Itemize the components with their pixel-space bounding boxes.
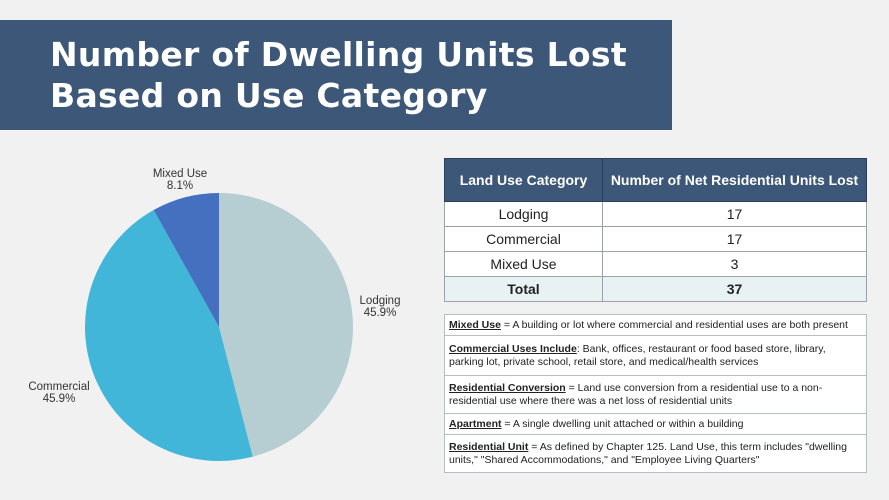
definition-row: Residential Conversion = Land use conver…	[444, 375, 867, 414]
definition-row: Apartment = A single dwelling unit attac…	[444, 413, 867, 435]
definition-row: Mixed Use = A building or lot where comm…	[444, 314, 867, 336]
definition-term: Apartment	[449, 417, 502, 430]
definition-text: = A single dwelling unit attached or wit…	[501, 417, 744, 430]
definition-text: = Land use conversion from a residential…	[449, 381, 823, 407]
units-lost-table: Land Use Category Number of Net Resident…	[444, 158, 867, 302]
definition-commercial-uses: Commercial Uses Include: Bank, offices, …	[444, 335, 867, 376]
table-row: Lodging 17	[444, 201, 867, 227]
pie-percent-mixed-use: 8.1%	[167, 180, 193, 192]
definition-residential-unit: Residential Unit = As defined by Chapter…	[444, 434, 867, 473]
definition-term: Commercial Uses Include	[449, 342, 577, 355]
table-header-row: Land Use Category Number of Net Resident…	[444, 158, 867, 202]
definition-term: Residential Unit	[449, 440, 529, 453]
pie-slice-lodging	[219, 193, 353, 457]
pie-percent-lodging: 45.9%	[364, 307, 397, 319]
definition-term: Mixed Use	[449, 318, 501, 331]
table-row: Mixed Use 3	[444, 251, 867, 277]
pie-label-mixed-use: Mixed Use	[153, 168, 207, 180]
definition-apartment: Apartment = A single dwelling unit attac…	[444, 413, 867, 435]
definition-term: Residential Conversion	[449, 381, 566, 394]
title-banner: Number of Dwelling Units Lost Based on U…	[0, 20, 672, 130]
category-cell: Lodging	[444, 201, 603, 227]
definition-mixed-use: Mixed Use = A building or lot where comm…	[444, 314, 867, 336]
pie-slice-mixed-use	[153, 193, 219, 327]
table-total-row: Total 37	[444, 276, 867, 302]
column-header-units: Number of Net Residential Units Lost	[602, 158, 867, 202]
page-title-line-1: Number of Dwelling Units Lost	[50, 35, 627, 74]
definition-row: Commercial Uses Include: Bank, offices, …	[444, 335, 867, 376]
table-row: Commercial 17	[444, 226, 867, 252]
total-label-cell: Total	[444, 276, 603, 302]
category-cell: Commercial	[444, 226, 603, 252]
definition-text: = As defined by Chapter 125. Land Use, t…	[449, 440, 847, 466]
pie-label-commercial: Commercial	[28, 381, 89, 393]
pie-label-lodging: Lodging	[360, 295, 401, 307]
category-cell: Mixed Use	[444, 251, 603, 277]
pie-percent-commercial: 45.9%	[43, 393, 76, 405]
pie-slice-commercial	[85, 210, 253, 461]
units-cell: 17	[602, 226, 867, 252]
units-cell: 17	[602, 201, 867, 227]
definition-text: = A building or lot where commercial and…	[500, 318, 848, 331]
definitions-table: Mixed Use = A building or lot where comm…	[444, 314, 867, 473]
total-value-cell: 37	[602, 276, 867, 302]
definition-residential-conversion: Residential Conversion = Land use conver…	[444, 375, 867, 414]
definition-text: : Bank, offices, restaurant or food base…	[449, 342, 826, 368]
definition-row: Residential Unit = As defined by Chapter…	[444, 434, 867, 473]
column-header-category: Land Use Category	[444, 158, 603, 202]
page-title-line-2: Based on Use Category	[50, 76, 488, 115]
units-cell: 3	[602, 251, 867, 277]
